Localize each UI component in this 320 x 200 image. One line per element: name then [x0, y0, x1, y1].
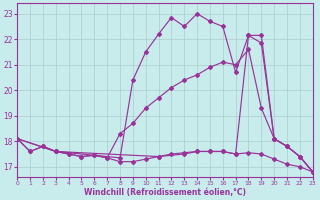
X-axis label: Windchill (Refroidissement éolien,°C): Windchill (Refroidissement éolien,°C) [84, 188, 246, 197]
